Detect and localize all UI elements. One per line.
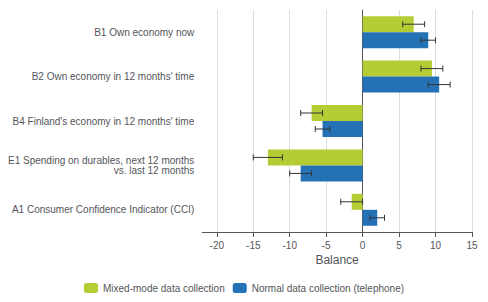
svg-text:-10: -10 <box>283 240 298 251</box>
svg-text:B1 Own economy now: B1 Own economy now <box>94 27 195 38</box>
svg-text:E1 Spending on durables, next: E1 Spending on durables, next 12 months <box>8 154 195 166</box>
svg-text:5: 5 <box>396 240 402 251</box>
svg-text:Balance: Balance <box>315 253 359 267</box>
svg-text:A1 Consumer Confidence Indicat: A1 Consumer Confidence Indicator (CCI) <box>12 204 194 215</box>
svg-text:Mixed-mode data collection: Mixed-mode data collection <box>103 283 225 294</box>
svg-text:B2 Own economy in 12 months' t: B2 Own economy in 12 months' time <box>32 71 195 82</box>
svg-text:10: 10 <box>430 240 442 251</box>
svg-text:-5: -5 <box>322 240 331 251</box>
svg-text:-20: -20 <box>210 240 225 251</box>
svg-text:B4 Finland's economy in 12 mon: B4 Finland's economy in 12 months' time <box>13 116 195 127</box>
svg-text:Normal data collection (teleph: Normal data collection (telephone) <box>252 283 404 294</box>
svg-text:15: 15 <box>466 240 478 251</box>
svg-text:0: 0 <box>360 240 366 251</box>
svg-text:-15: -15 <box>246 240 261 251</box>
svg-text:vs. last 12 months: vs. last 12 months <box>114 165 195 176</box>
